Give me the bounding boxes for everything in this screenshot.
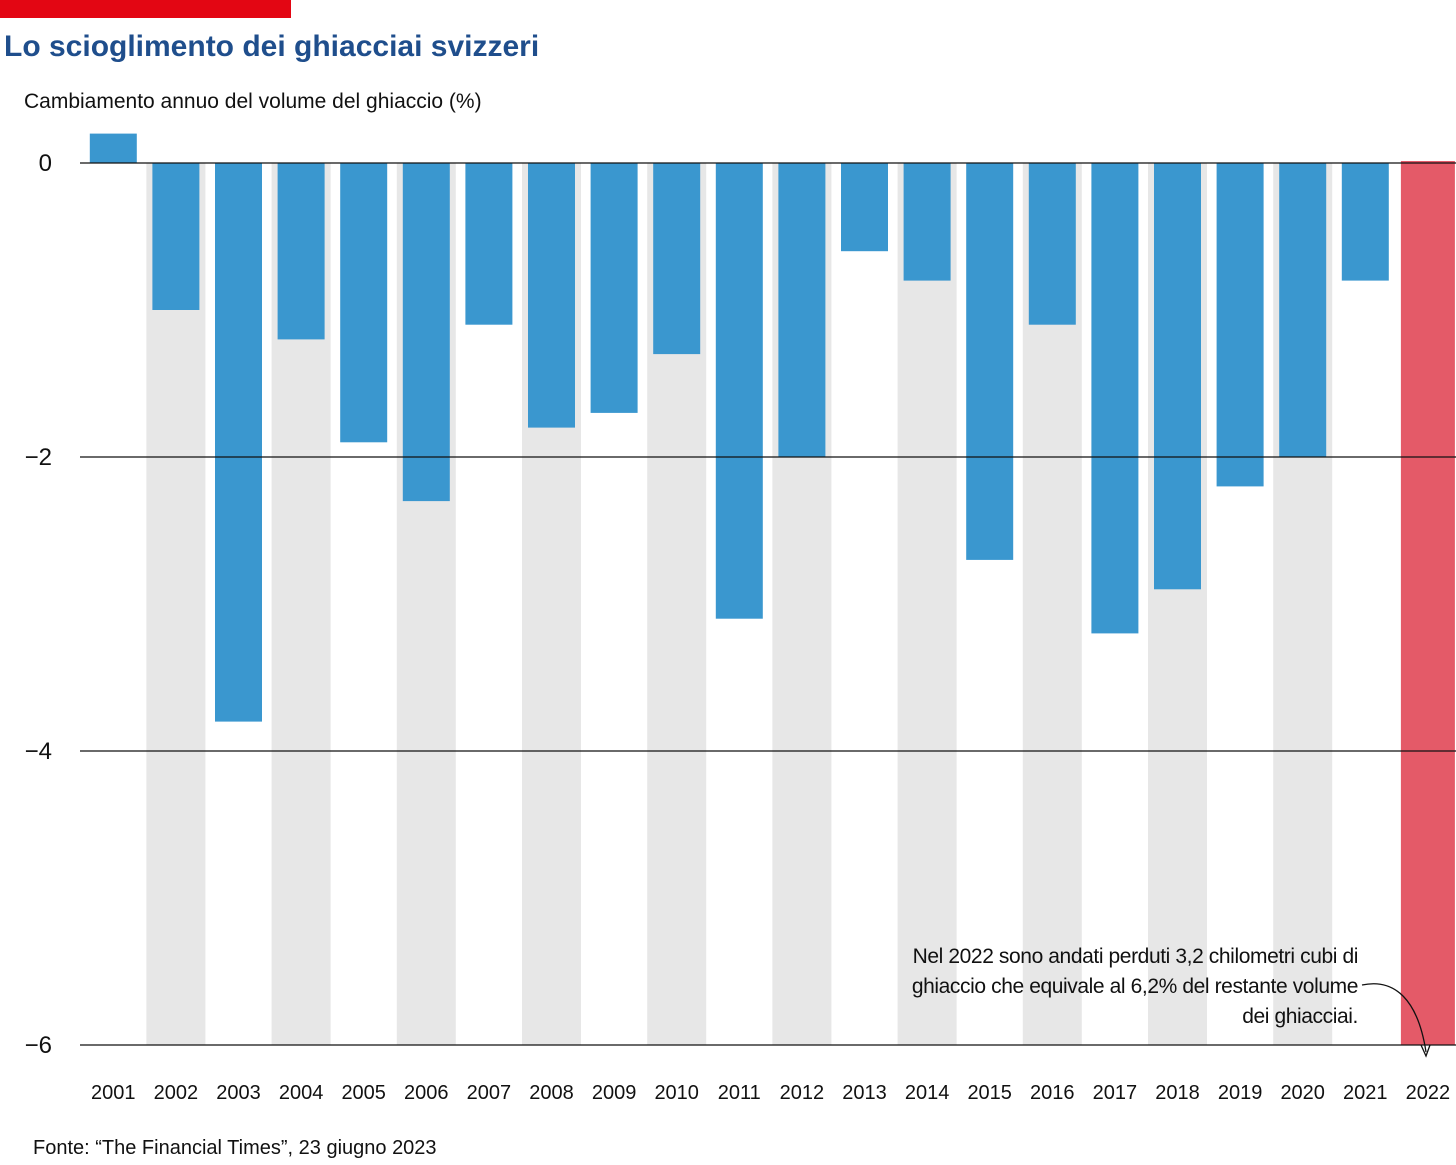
x-tick-label: 2019 xyxy=(1218,1082,1263,1104)
bar-2003 xyxy=(215,163,262,722)
x-tick-label: 2009 xyxy=(592,1082,637,1104)
x-tick-label: 2017 xyxy=(1093,1082,1138,1104)
chart-title: Lo scioglimento dei ghiacciai svizzeri xyxy=(4,30,540,63)
bar-2005 xyxy=(340,163,388,443)
bar-2012 xyxy=(778,163,826,457)
y-axis-label: Cambiamento annuo del volume del ghiacci… xyxy=(24,90,482,113)
x-tick-label: 2014 xyxy=(905,1082,950,1104)
x-tick-label: 2003 xyxy=(216,1082,261,1104)
x-tick-label: 2008 xyxy=(529,1082,574,1104)
bar-2007 xyxy=(465,163,513,325)
bar-2006 xyxy=(402,163,450,502)
x-tick-label: 2022 xyxy=(1406,1082,1451,1104)
annotation-2022: Nel 2022 sono andati perduti 3,2 chilome… xyxy=(911,945,1359,1028)
x-tick-label: 2013 xyxy=(842,1082,887,1104)
x-tick-label: 2005 xyxy=(341,1082,386,1104)
bar-2016 xyxy=(1028,163,1076,325)
bar-2009 xyxy=(590,163,638,413)
source-note: Fonte: “The Financial Times”, 23 giugno … xyxy=(33,1137,437,1159)
y-tick-label: 0 xyxy=(39,150,52,177)
x-tick-label: 2010 xyxy=(654,1082,699,1104)
bar-2022 xyxy=(1400,161,1455,1045)
x-tick-label: 2011 xyxy=(718,1082,761,1104)
bar-2015 xyxy=(966,163,1014,560)
x-tick-label: 2007 xyxy=(467,1082,512,1104)
band-2014 xyxy=(897,163,957,1045)
x-tick-label: 2002 xyxy=(154,1082,199,1104)
y-tick-label: −2 xyxy=(25,444,52,471)
bar-2008 xyxy=(528,163,575,428)
brand-accent-bar xyxy=(0,0,291,18)
bar-2018 xyxy=(1154,163,1201,590)
x-tick-label: 2012 xyxy=(780,1082,825,1104)
bar-2013 xyxy=(841,163,888,252)
x-tick-label: 2006 xyxy=(404,1082,449,1104)
x-tick-label: 2004 xyxy=(279,1082,324,1104)
bar-2011 xyxy=(715,163,763,619)
x-tick-label: 2020 xyxy=(1280,1082,1325,1104)
bar-2021 xyxy=(1341,163,1389,281)
bar-2014 xyxy=(903,163,951,281)
bar-2010 xyxy=(653,163,701,355)
y-tick-label: −4 xyxy=(25,738,52,765)
x-tick-label: 2001 xyxy=(91,1082,136,1104)
x-tick-label: 2015 xyxy=(967,1082,1012,1104)
annotation-leader xyxy=(1361,983,1427,1053)
bar-2020 xyxy=(1279,163,1327,457)
x-tick-label: 2018 xyxy=(1155,1082,1200,1104)
x-tick-label: 2016 xyxy=(1030,1082,1075,1104)
bar-2019 xyxy=(1216,163,1264,487)
bar-2004 xyxy=(277,163,325,340)
bar-2002 xyxy=(152,163,200,310)
bar-2001 xyxy=(89,133,137,163)
x-tick-label: 2021 xyxy=(1343,1082,1388,1104)
y-tick-label: −6 xyxy=(25,1032,52,1059)
annotation-arrowhead xyxy=(1420,1044,1431,1058)
bar-2017 xyxy=(1091,163,1139,634)
